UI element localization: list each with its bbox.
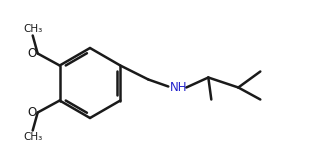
Text: O: O <box>27 47 37 60</box>
Text: NH: NH <box>170 81 188 94</box>
Text: CH₃: CH₃ <box>23 132 42 142</box>
Text: O: O <box>27 106 37 119</box>
Text: CH₃: CH₃ <box>23 24 42 34</box>
